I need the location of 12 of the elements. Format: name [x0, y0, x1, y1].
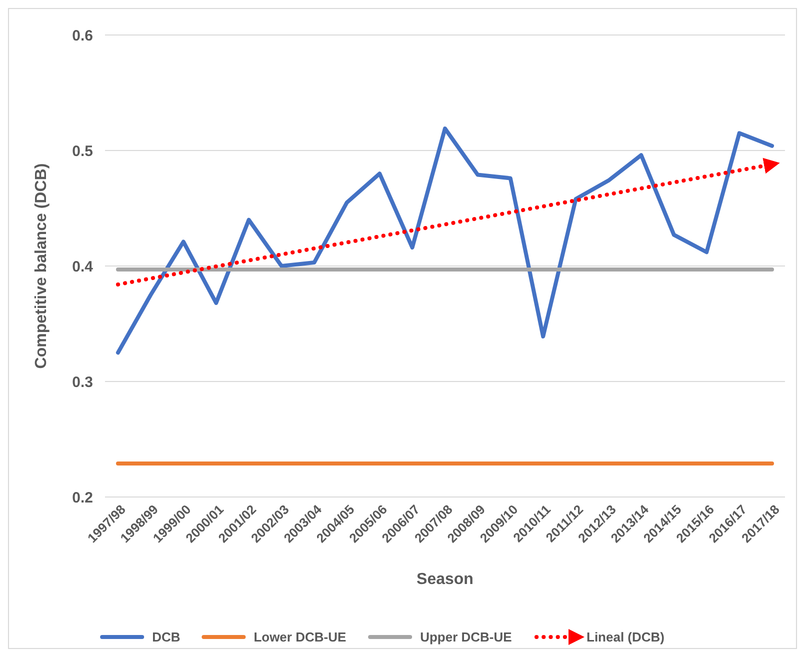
legend-label: Lower DCB-UE	[254, 630, 346, 645]
y-tick-label: 0.4	[72, 258, 94, 276]
x-axis-title: Season	[416, 571, 474, 588]
y-tick-label: 0.3	[72, 374, 93, 391]
line-series	[116, 126, 774, 355]
legend-label: Lineal (DCB)	[586, 630, 664, 645]
y-tick-label: 0.2	[72, 489, 93, 506]
y-tick-label: 0.6	[72, 27, 93, 44]
y-tick-label: 0.5	[72, 142, 93, 160]
y-axis-title: Competitive balance (DCB)	[33, 163, 50, 369]
legend-label: DCB	[152, 630, 180, 645]
legend-label: Upper DCB-UE	[420, 630, 512, 645]
